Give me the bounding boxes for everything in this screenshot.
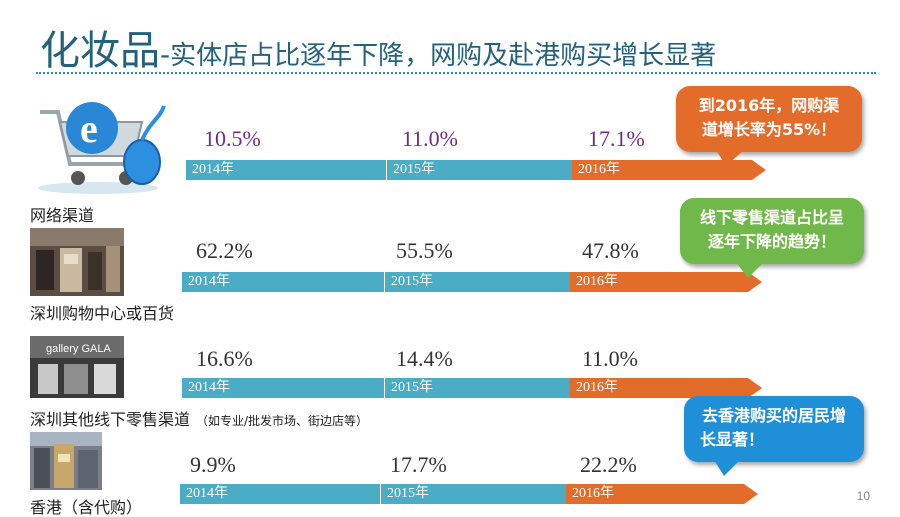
channel-label-hong-kong: 香港（含代购） [30, 494, 142, 517]
title-subtitle: 实体店占比逐年下降，网购及赴港购买增长显著 [170, 41, 717, 71]
channel-label-text: 香港（含代购） [30, 498, 143, 517]
value-2014-offline: 16.6% [196, 346, 253, 371]
value-2016-offline: 11.0% [582, 346, 639, 371]
title-main: 化妆品 [40, 28, 160, 74]
callout-tail [716, 150, 744, 166]
bar-arrow-tip [748, 378, 762, 398]
bar-2014: 2014年 [186, 160, 386, 180]
channel-label-text: 网络渠道 [30, 206, 95, 225]
callout-tail [714, 460, 740, 476]
callout-online-growth: 到2016年，网购渠 道增长率为55%！ [676, 86, 862, 166]
callout-hk-growth: 去香港购买的居民增 长显著！ [684, 396, 864, 476]
value-2015-offline: 14.4% [396, 346, 453, 371]
callout-line-2: 道增长率为55%！ [701, 120, 837, 139]
channel-label-malls: 深圳购物中心或百货 [30, 300, 174, 324]
year-bar-hk: 2014年 2015年 2016年 [180, 484, 758, 504]
value-2015-hk: 17.7% [390, 452, 447, 477]
title-separator: - [160, 38, 171, 71]
channel-label-text: 深圳其他线下零售渠道 [30, 410, 191, 429]
bar-2015: 2015年 [384, 272, 570, 292]
callout-line-1: 去香港购买的居民增 [701, 406, 846, 425]
value-2014-malls: 62.2% [196, 238, 253, 263]
callout-line-2: 逐年下降的趋势！ [707, 232, 836, 251]
callout-line-1: 到2016年，网购渠 [698, 96, 840, 115]
channel-label-text: 深圳购物中心或百货 [30, 304, 175, 323]
callout-offline-decline: 线下零售渠道占比呈 逐年下降的趋势！ [680, 198, 864, 278]
channel-label-online: 网络渠道 [30, 202, 94, 226]
callout-line-1: 线下零售渠道占比呈 [699, 208, 844, 227]
bar-2016: 2016年 [570, 378, 748, 398]
bar-2016: 2016年 [566, 484, 744, 504]
shopping-cart-icon: e [30, 92, 166, 196]
year-bar-offline: 2014年 2015年 2016年 [182, 378, 762, 398]
value-2016-malls: 47.8% [582, 238, 639, 263]
storefront-photo: gallery GALA [30, 336, 124, 398]
bar-arrow-tip [752, 160, 766, 180]
page-title: 化妆品 - 实体店占比逐年下降，网购及赴港购买增长显著 [40, 18, 716, 74]
value-2015-malls: 55.5% [396, 238, 453, 263]
title-divider [36, 72, 876, 74]
store-sign: gallery GALA [46, 343, 111, 355]
bar-2014: 2014年 [182, 378, 384, 398]
bar-arrow-tip [744, 484, 758, 504]
svg-text:e: e [80, 106, 98, 151]
year-bar-malls: 2014年 2015年 2016年 [182, 272, 762, 292]
page-number: 10 [856, 489, 870, 503]
bar-2015: 2015年 [386, 160, 572, 180]
year-bar-online: 2014年 2015年 2016年 [186, 160, 766, 180]
channel-label-note: （如专业/批发市场、街边店等） [196, 414, 369, 428]
value-2016-hk: 22.2% [580, 452, 637, 477]
mall-photo [30, 228, 124, 296]
callout-line-2: 长显著！ [700, 430, 765, 449]
bar-2016: 2016年 [572, 160, 752, 180]
value-2014-online: 10.5% [204, 126, 261, 151]
bar-2014: 2014年 [180, 484, 380, 504]
bar-2014: 2014年 [182, 272, 384, 292]
callout-tail [736, 262, 764, 278]
bar-2015: 2015年 [380, 484, 566, 504]
bar-2015: 2015年 [384, 378, 570, 398]
bar-2016: 2016年 [570, 272, 748, 292]
value-2014-hk: 9.9% [190, 452, 236, 477]
channel-label-offline-retail: 深圳其他线下零售渠道 （如专业/批发市场、街边店等） [30, 406, 368, 430]
value-2015-online: 11.0% [402, 126, 459, 151]
hong-kong-street-photo [30, 432, 102, 490]
value-2016-online: 17.1% [588, 126, 645, 151]
